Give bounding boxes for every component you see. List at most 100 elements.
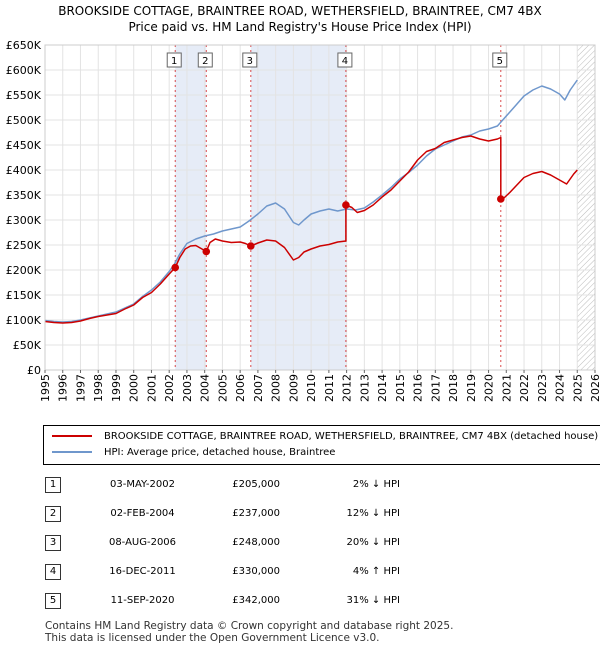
sale-number-box: 4 [45,563,61,580]
sale-label-5: 5 [497,56,503,67]
x-tick-label: 2015 [394,374,407,402]
x-tick-label: 1998 [92,374,105,402]
x-tick-label: 1997 [74,374,87,402]
x-tick-label: 2004 [199,374,212,402]
sale-hpi-diff: 2% ↓ HPI [352,479,400,490]
x-tick-label: 1995 [39,374,52,402]
price-chart: 1 2 3 4 5 £0 £50K £100K £150K £200K £250K £300K £350… [6,39,600,402]
sale-label-4: 4 [342,56,348,67]
x-tick-label: 2020 [483,374,496,402]
x-tick-label: 2014 [376,374,389,402]
sale-hpi-diff: 4% ↑ HPI [352,566,400,577]
x-tick-label: 2003 [181,374,194,402]
x-tick-label: 2022 [518,374,531,402]
x-tick-label: 2019 [465,374,478,402]
y-tick-label: £550K [6,89,42,102]
y-tick-label: £650K [6,39,42,52]
sale-date: 02-FEB-2004 [110,508,175,519]
sale-number-box: 5 [45,592,61,609]
x-tick-label: 2024 [554,374,567,402]
y-tick-label: £50K [13,339,42,352]
sale-label-box-5 [492,52,508,68]
x-tick-label: 2007 [252,374,265,402]
x-tick-label: 2011 [323,374,336,402]
legend-swatch-hpi [52,451,92,453]
sale-label-3: 3 [247,56,253,67]
sale-label-2: 2 [202,56,208,67]
legend-swatch-property [52,435,92,437]
table-row: 5 11-SEP-2020 £342,000 31% ↓ HPI [43,586,400,615]
sale-number-box: 2 [45,505,61,522]
y-tick-label: £0 [27,364,41,377]
series-line-hpi [44,79,578,323]
legend-item-property: BROOKSIDE COTTAGE, BRAINTREE ROAD, WETHE… [52,431,598,442]
y-tick-label: £350K [6,189,42,202]
y-tick-label: £400K [6,164,42,177]
sale-number-box: 3 [45,534,61,551]
ownership-shade-2 [250,45,346,370]
sale-date: 11-SEP-2020 [110,595,175,606]
sale-point-2 [202,247,211,256]
x-tick-label: 2021 [500,374,513,402]
sale-number-box: 1 [45,476,61,493]
y-tick-label: £200K [6,264,42,277]
legend: BROOKSIDE COTTAGE, BRAINTREE ROAD, WETHE… [43,425,600,465]
y-tick-label: £250K [6,239,42,252]
sale-date: 08-AUG-2006 [108,537,177,548]
x-tick-label: 2013 [358,374,371,402]
plot-frame [44,44,596,371]
x-tick-label: 2010 [305,374,318,402]
x-tick-label: 1999 [110,374,123,402]
legend-label-hpi: HPI: Average price, detached house, Brai… [104,447,336,458]
y-tick-label: £300K [6,214,42,227]
x-tick-label: 2005 [216,374,229,402]
sale-hpi-diff: 20% ↓ HPI [346,537,400,548]
x-tick-label: 2018 [447,374,460,402]
legend-label-property: BROOKSIDE COTTAGE, BRAINTREE ROAD, WETHE… [104,431,599,442]
x-tick-label: 2026 [589,374,600,402]
forecast-hatch [577,45,595,370]
sale-label-1: 1 [171,56,177,67]
table-row: 3 08-AUG-2006 £248,000 20% ↓ HPI [43,528,400,557]
y-tick-label: £150K [6,289,42,302]
sale-hpi-diff: 12% ↓ HPI [346,508,400,519]
x-tick-label: 2008 [270,374,283,402]
legend-item-hpi: HPI: Average price, detached house, Brai… [52,447,335,458]
series-line-property [44,135,578,324]
footer-licence: This data is licensed under the Open Gov… [45,632,380,644]
x-tick-label: 2000 [128,374,141,402]
sale-price: £248,000 [232,537,280,548]
x-tick-label: 2012 [341,374,354,402]
sale-point-5 [496,195,505,203]
sale-label-box-4 [337,52,353,68]
x-tick-label: 2017 [429,374,442,402]
sale-point-4 [342,201,350,209]
sale-price: £342,000 [232,595,280,606]
x-tick-label: 2002 [163,374,176,402]
table-row: 4 16-DEC-2011 £330,000 4% ↑ HPI [43,557,400,586]
sale-date: 03-MAY-2002 [109,479,175,490]
sale-price: £237,000 [232,508,280,519]
y-tick-label: £500K [6,114,42,127]
sale-point-1 [171,263,180,272]
sale-hpi-diff: 31% ↓ HPI [346,595,400,606]
sale-label-box-2 [197,52,213,68]
sale-date: 16-DEC-2011 [109,566,176,577]
x-tick-label: 2016 [412,374,425,402]
sale-label-box-3 [242,52,258,68]
x-tick-label: 2025 [571,374,584,402]
y-tick-label: £600K [6,64,42,77]
sale-point-3 [247,242,255,250]
x-tick-label: 2001 [145,374,158,402]
y-tick-label: £450K [6,139,42,152]
x-tick-label: 2023 [536,374,549,402]
footer-copyright: Contains HM Land Registry data © Crown c… [45,620,454,632]
table-row: 1 03-MAY-2002 £205,000 2% ↓ HPI [43,470,400,499]
ownership-shade-1 [175,45,207,370]
x-tick-label: 2009 [287,374,300,402]
sale-price: £205,000 [232,479,280,490]
chart-subtitle: Price paid vs. HM Land Registry's House … [128,20,472,34]
sale-price: £330,000 [232,566,280,577]
sale-label-box-1 [166,52,182,68]
x-tick-label: 2006 [234,374,247,402]
